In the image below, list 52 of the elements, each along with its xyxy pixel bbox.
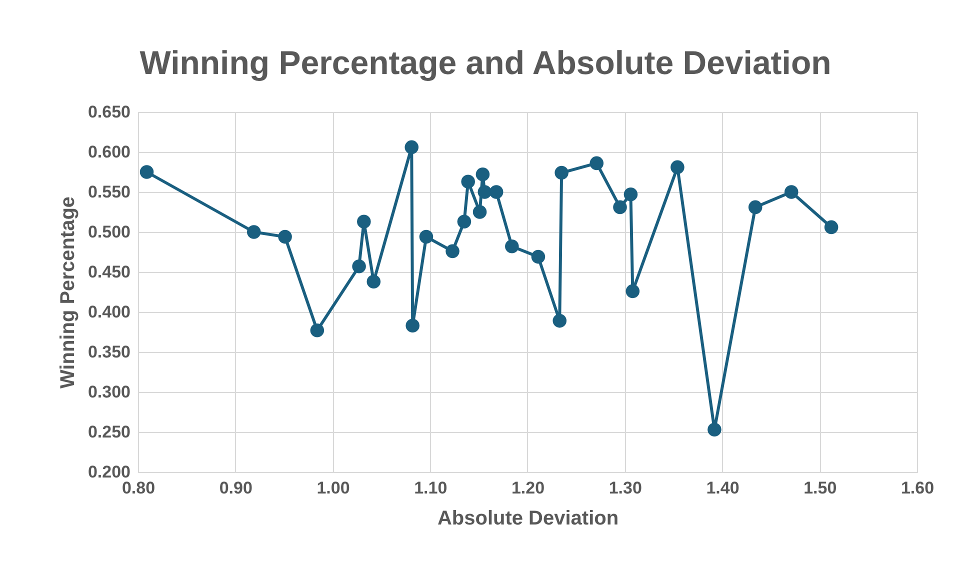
point — [366, 274, 381, 288]
x-axis-title: Absolute Deviation — [437, 508, 619, 530]
x-tick-label: 1.60 — [900, 478, 934, 498]
y-tick-label: 0.550 — [88, 182, 130, 202]
y-tick-label: 0.500 — [88, 222, 130, 242]
point — [310, 324, 324, 338]
y-tick-label: 0.400 — [88, 302, 130, 322]
point — [552, 314, 567, 328]
x-tick-label: 1.40 — [706, 478, 740, 498]
x-tick-label: 1.00 — [316, 478, 350, 498]
x-tick-label: 1.50 — [804, 478, 837, 498]
y-tick-label: 0.200 — [88, 462, 130, 482]
point — [748, 200, 762, 214]
point — [489, 185, 504, 199]
point — [670, 160, 684, 174]
point — [624, 188, 638, 202]
point — [404, 140, 419, 154]
point — [246, 225, 261, 239]
point — [708, 422, 722, 436]
point — [626, 284, 640, 298]
y-tick-label: 0.650 — [88, 102, 130, 122]
point — [406, 318, 420, 332]
x-tick-label: 1.10 — [414, 478, 448, 498]
x-tick-label: 0.90 — [219, 478, 252, 498]
point — [784, 185, 798, 199]
y-tick-label: 0.350 — [88, 342, 130, 362]
x-tick-label: 0.80 — [122, 478, 156, 498]
point — [457, 214, 472, 228]
point — [478, 185, 492, 199]
point — [419, 230, 434, 244]
point — [352, 260, 366, 274]
x-tick-label: 1.20 — [511, 478, 545, 498]
point — [476, 168, 490, 182]
point — [140, 165, 154, 179]
point — [824, 220, 838, 234]
point — [531, 250, 546, 264]
y-tick-label: 0.450 — [88, 262, 130, 282]
point — [472, 205, 487, 219]
y-axis-title: Winning Percentage — [56, 196, 79, 389]
point — [554, 166, 568, 180]
point — [505, 240, 519, 254]
chart-title: Winning Percentage and Absolute Deviation — [140, 44, 832, 81]
point — [278, 230, 292, 244]
x-tick-label: 1.30 — [608, 478, 642, 498]
point — [590, 156, 604, 170]
point — [613, 200, 627, 214]
y-tick-label: 0.250 — [88, 422, 130, 442]
point — [357, 214, 371, 228]
y-tick-label: 0.300 — [88, 382, 130, 402]
point — [446, 244, 460, 258]
point — [461, 174, 475, 188]
y-tick-label: 0.600 — [88, 142, 130, 162]
